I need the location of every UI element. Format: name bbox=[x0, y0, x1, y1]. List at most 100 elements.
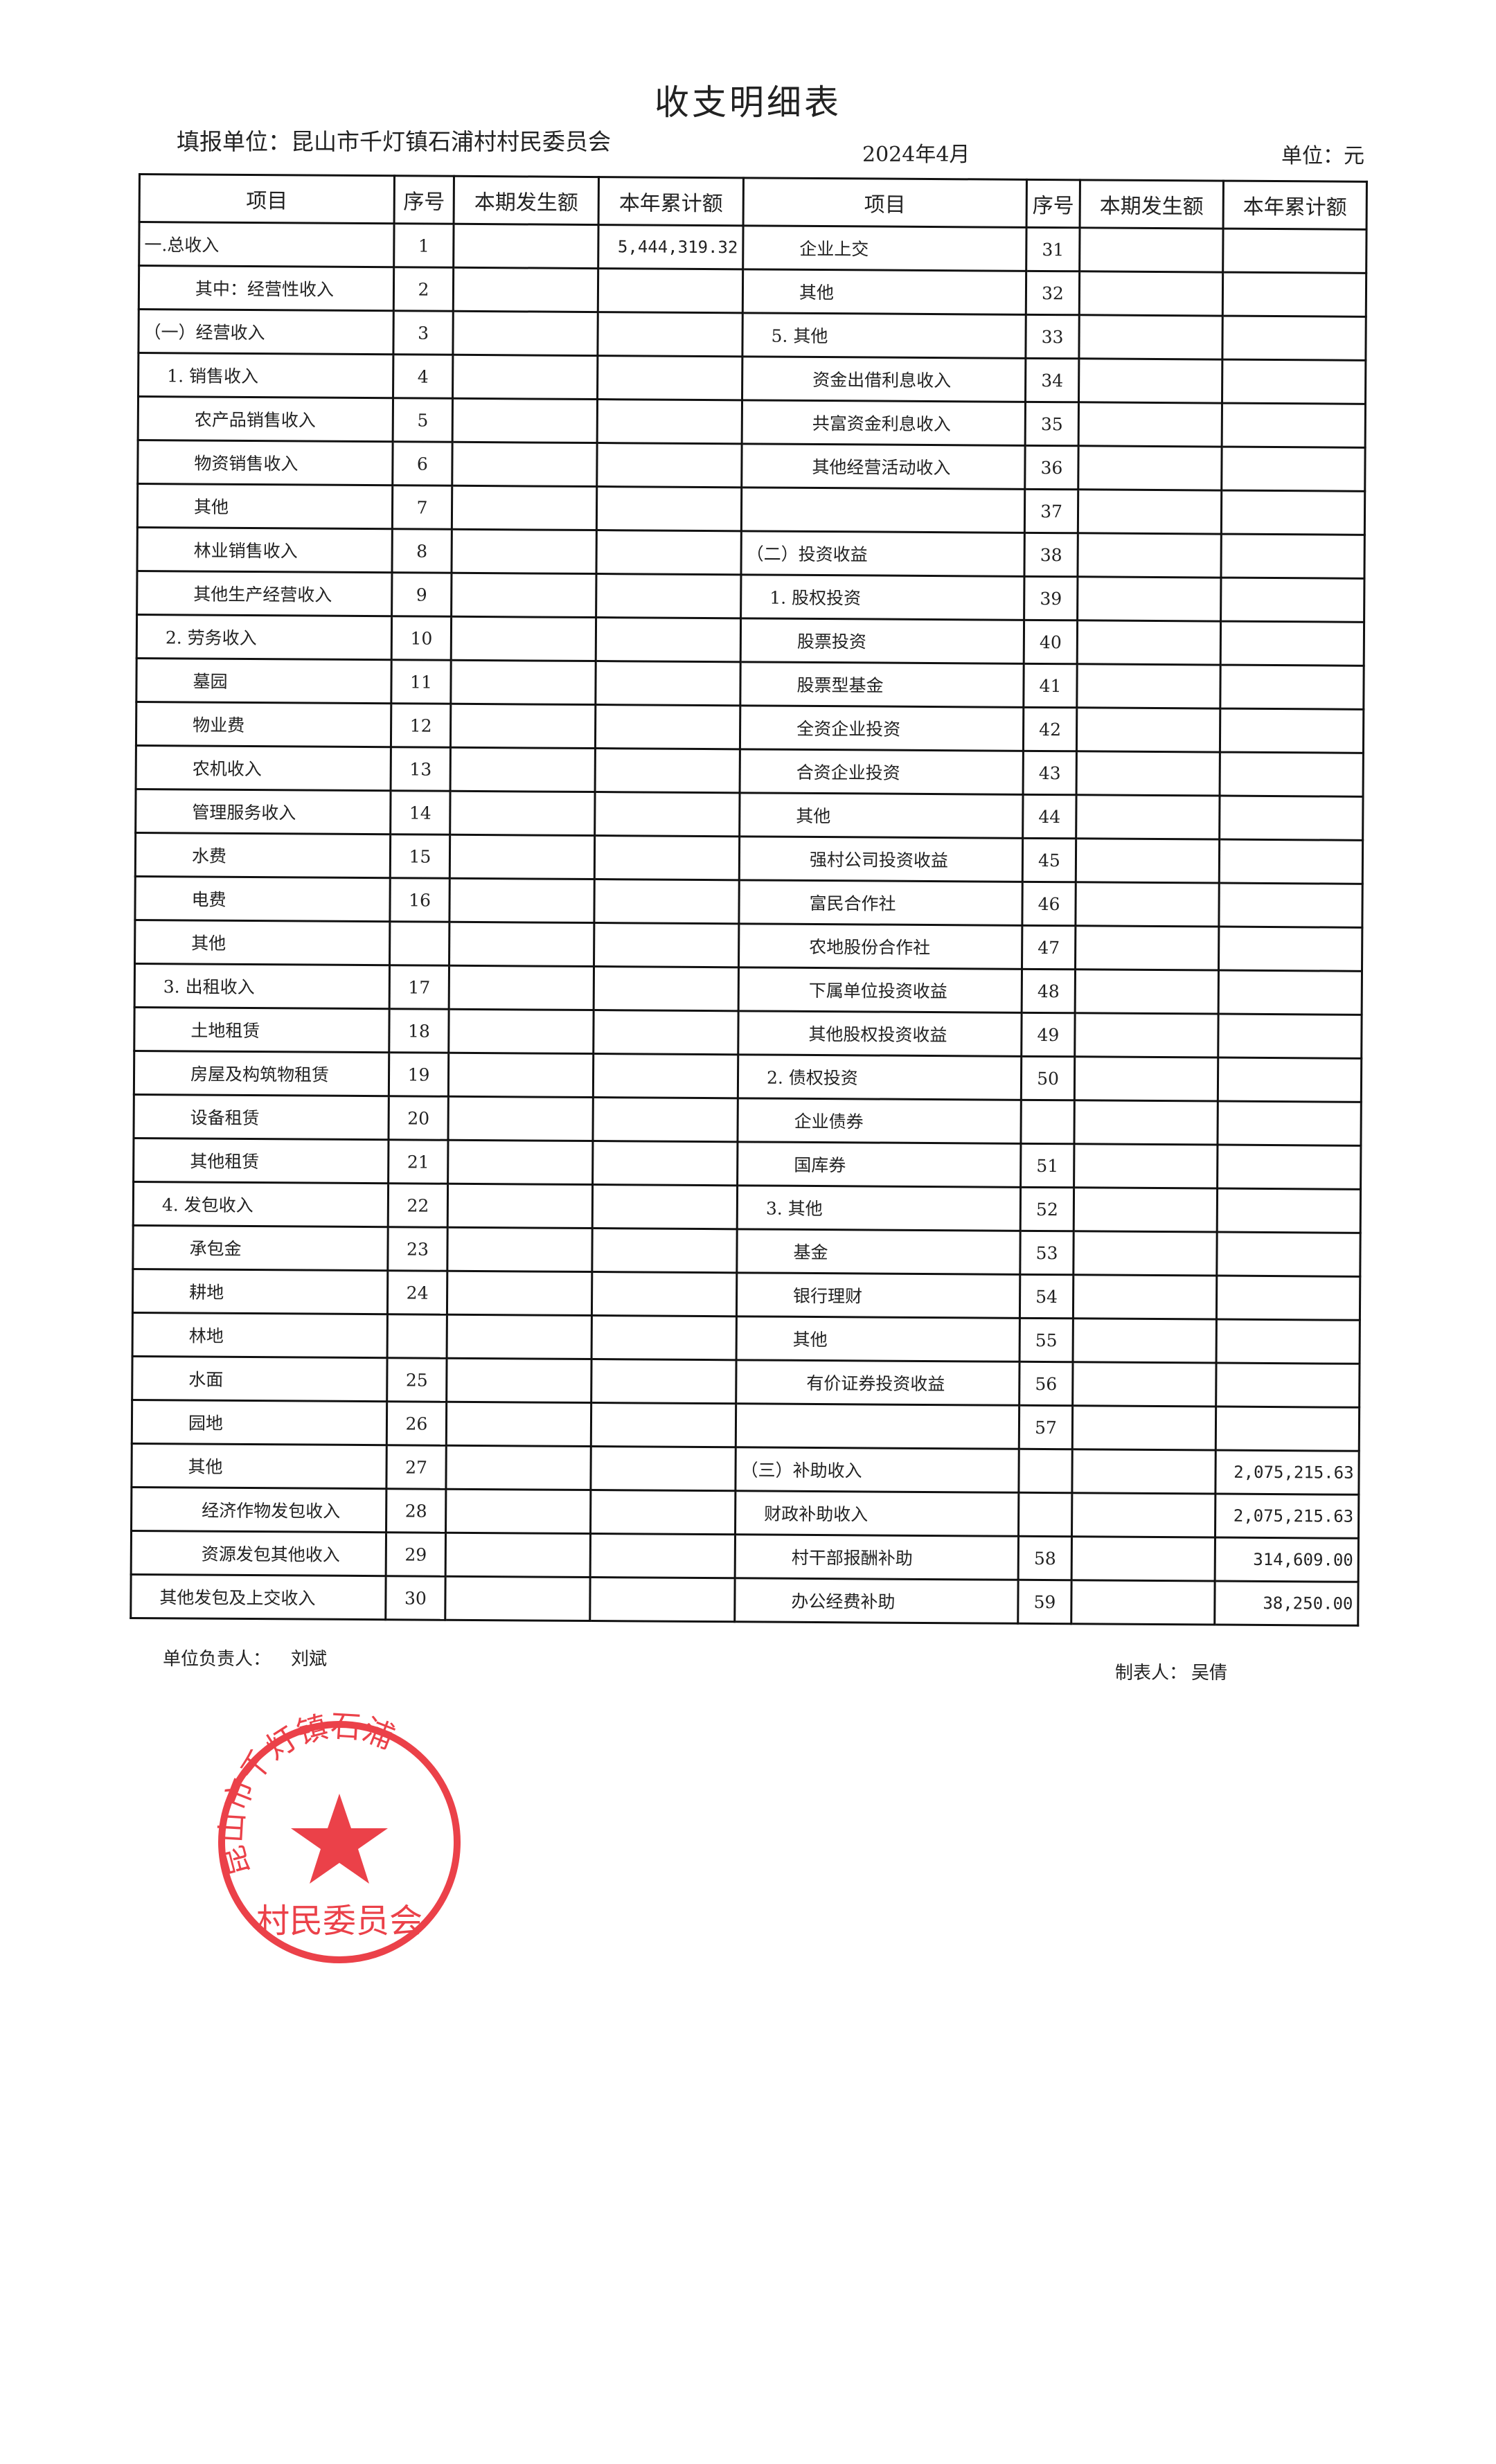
left-item-cell: 林业销售收入 bbox=[136, 527, 393, 573]
left-ytd-cell bbox=[597, 355, 742, 400]
right-ytd-cell bbox=[1218, 1014, 1362, 1059]
left-ytd-cell bbox=[595, 661, 741, 706]
left-seq-cell: 23 bbox=[387, 1226, 448, 1271]
right-ytd-cell bbox=[1216, 1363, 1360, 1408]
left-item-cell: 2. 劳务收入 bbox=[136, 614, 392, 660]
left-ytd-cell bbox=[594, 922, 739, 967]
left-ytd-cell bbox=[591, 1402, 736, 1447]
left-seq-cell: 17 bbox=[389, 965, 449, 1010]
left-ytd-cell bbox=[590, 1490, 736, 1535]
left-seq-cell: 18 bbox=[389, 1008, 449, 1053]
left-item-cell: 物业费 bbox=[136, 702, 391, 747]
left-current-cell bbox=[453, 267, 598, 312]
right-item-cell: 农地股份合作社 bbox=[738, 923, 1022, 970]
right-current-cell bbox=[1076, 707, 1220, 753]
left-seq-cell: 30 bbox=[385, 1575, 446, 1621]
right-item-cell: 办公经费补助 bbox=[734, 1578, 1019, 1624]
right-ytd-cell bbox=[1220, 752, 1364, 797]
table-row: 墓园 11 股票型基金 41 bbox=[136, 658, 1364, 710]
left-ytd-cell bbox=[594, 835, 740, 880]
left-item-cell: 资源发包其他收入 bbox=[131, 1530, 386, 1576]
table-row: 耕地 24 银行理财 54 bbox=[132, 1269, 1360, 1321]
table-row: 承包金 23 基金 53 bbox=[132, 1225, 1361, 1277]
right-item-cell bbox=[741, 487, 1025, 533]
right-seq-cell: 57 bbox=[1019, 1405, 1073, 1449]
left-item-cell: 3. 出租收入 bbox=[134, 963, 390, 1009]
right-current-cell bbox=[1071, 1449, 1216, 1494]
left-item-cell: 设备租赁 bbox=[133, 1094, 389, 1140]
left-item-cell: 其他 bbox=[134, 920, 390, 965]
table-row: 其他发包及上交收入 30 办公经费补助 59 38,250.00 bbox=[130, 1574, 1359, 1626]
left-item-cell: 经济作物发包收入 bbox=[131, 1487, 386, 1533]
left-current-cell bbox=[449, 878, 595, 923]
header-item: 项目 bbox=[139, 174, 395, 224]
header-item-right: 项目 bbox=[743, 177, 1027, 228]
right-ytd-cell bbox=[1216, 1407, 1360, 1452]
right-ytd-cell bbox=[1220, 621, 1364, 666]
right-current-cell bbox=[1077, 576, 1221, 622]
right-item-cell: 3. 其他 bbox=[737, 1185, 1021, 1231]
left-item-cell: 农产品销售收入 bbox=[138, 396, 393, 442]
left-ytd-cell bbox=[589, 1577, 736, 1622]
table-row: 林业销售收入 8 （二）投资收益 38 bbox=[136, 527, 1365, 579]
header-seq-right: 序号 bbox=[1026, 179, 1080, 228]
right-seq-cell bbox=[1018, 1449, 1073, 1493]
left-ytd-cell bbox=[592, 1141, 738, 1186]
right-current-cell bbox=[1074, 1143, 1218, 1189]
right-ytd-cell bbox=[1222, 229, 1367, 274]
left-item-cell: 其他 bbox=[131, 1443, 387, 1489]
left-item-cell: 电费 bbox=[134, 876, 391, 922]
head-name: 刘斌 bbox=[291, 1649, 328, 1670]
right-current-cell bbox=[1075, 882, 1220, 927]
right-item-cell: 股票投资 bbox=[740, 618, 1024, 664]
right-current-cell bbox=[1074, 1100, 1218, 1145]
right-seq-cell: 48 bbox=[1022, 969, 1076, 1013]
left-seq-cell: 25 bbox=[386, 1357, 447, 1402]
right-current-cell bbox=[1074, 1187, 1218, 1233]
right-ytd-cell bbox=[1220, 708, 1364, 753]
left-current-cell bbox=[447, 1140, 593, 1185]
left-current-cell bbox=[447, 1096, 594, 1141]
table-row: 其他 农地股份合作社 47 bbox=[134, 920, 1362, 972]
left-ytd-cell bbox=[591, 1315, 737, 1360]
left-ytd-cell bbox=[596, 617, 741, 662]
left-seq-cell: 4 bbox=[393, 354, 453, 399]
left-ytd-cell bbox=[597, 399, 742, 444]
right-current-cell bbox=[1078, 489, 1222, 535]
left-current-cell bbox=[451, 573, 596, 618]
right-ytd-cell bbox=[1220, 665, 1364, 710]
right-seq-cell: 44 bbox=[1022, 794, 1077, 839]
right-ytd-cell bbox=[1222, 359, 1366, 404]
header-seq: 序号 bbox=[394, 175, 454, 224]
right-ytd-cell: 314,609.00 bbox=[1215, 1537, 1359, 1582]
left-seq-cell bbox=[389, 921, 449, 966]
right-item-cell: 1. 股权投资 bbox=[740, 574, 1024, 621]
right-ytd-cell bbox=[1217, 1101, 1362, 1146]
right-ytd-cell bbox=[1216, 1319, 1360, 1364]
head-label: 单位负责人： bbox=[163, 1649, 271, 1670]
left-current-cell bbox=[453, 224, 599, 269]
header-ytd: 本年累计额 bbox=[598, 177, 744, 226]
right-current-cell bbox=[1073, 1274, 1217, 1320]
header-current-right: 本期发生额 bbox=[1080, 179, 1224, 229]
right-ytd-cell: 2,075,215.63 bbox=[1215, 1450, 1360, 1495]
right-seq-cell: 50 bbox=[1021, 1056, 1075, 1100]
left-seq-cell: 8 bbox=[391, 528, 452, 573]
seal-ring bbox=[218, 1721, 461, 1963]
table-row: （一）经营收入 3 5. 其他 33 bbox=[138, 309, 1366, 361]
left-current-cell bbox=[445, 1576, 591, 1621]
header-ytd-right: 本年累计额 bbox=[1223, 181, 1367, 230]
right-current-cell bbox=[1079, 271, 1223, 316]
table-row: 4. 发包收入 22 3. 其他 52 bbox=[133, 1181, 1361, 1233]
right-item-cell: 其他 bbox=[739, 792, 1024, 839]
right-item-cell bbox=[736, 1403, 1019, 1449]
left-current-cell bbox=[450, 660, 596, 705]
right-item-cell: 其他经营活动收入 bbox=[741, 443, 1026, 490]
left-seq-cell: 1 bbox=[393, 223, 454, 268]
right-current-cell bbox=[1071, 1536, 1216, 1582]
right-ytd-cell bbox=[1222, 272, 1366, 317]
left-current-cell bbox=[445, 1445, 591, 1490]
page-title: 收支明细表 bbox=[654, 82, 841, 123]
right-ytd-cell bbox=[1220, 534, 1365, 579]
right-current-cell bbox=[1071, 1580, 1216, 1625]
